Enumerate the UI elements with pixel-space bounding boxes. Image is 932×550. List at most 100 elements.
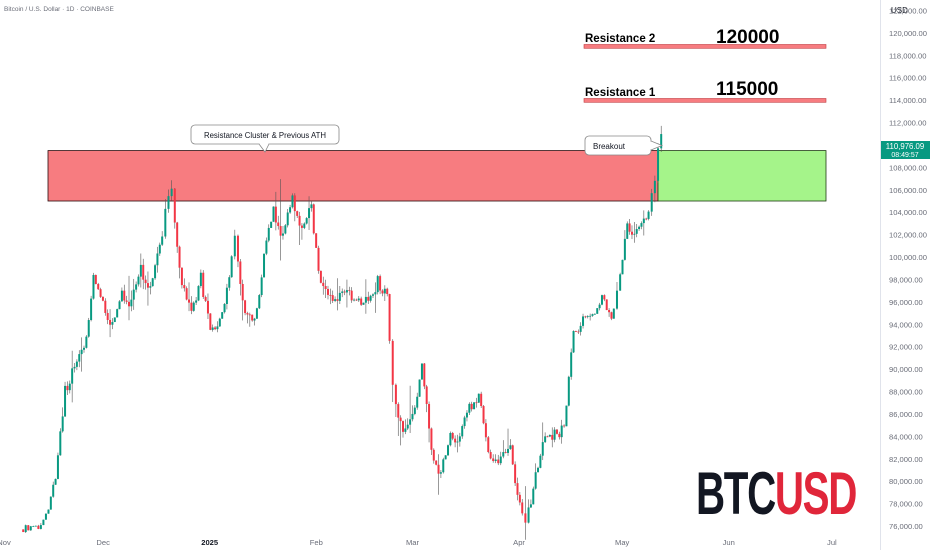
candle-body (572, 331, 575, 353)
candle-body (502, 452, 505, 457)
candle-body (167, 196, 170, 209)
cluster-callout[interactable]: Resistance Cluster & Previous ATH (190, 124, 340, 153)
candle (477, 393, 480, 404)
resistance-cluster-zone (47, 150, 659, 202)
candle-body (489, 452, 492, 459)
candle-body (650, 193, 653, 212)
candle-body (258, 295, 261, 309)
candle (298, 211, 301, 245)
x-tick-label: Feb (310, 538, 323, 547)
candle (596, 308, 599, 314)
candle-body (633, 233, 636, 235)
candle-body (173, 188, 176, 223)
candle-body (608, 310, 611, 313)
candle (66, 381, 69, 395)
candle-body (144, 279, 147, 284)
candle-body (591, 314, 594, 316)
candle (274, 191, 277, 231)
candle-body (253, 318, 256, 321)
candle (548, 434, 551, 438)
candle (399, 415, 402, 446)
candle (241, 279, 244, 321)
candle (603, 294, 606, 302)
candle-body (386, 288, 389, 295)
candle (158, 242, 161, 256)
candle (640, 221, 643, 230)
candle (265, 237, 268, 256)
candle (85, 335, 88, 349)
candle (195, 297, 198, 306)
candle-body (623, 238, 626, 260)
candle-body (118, 301, 121, 310)
candle-body (293, 195, 296, 212)
y-tick-label: 108,000.00 (889, 163, 927, 172)
candle-body (492, 458, 495, 462)
candle-body (399, 417, 402, 422)
candle-body (324, 286, 327, 290)
candle (456, 434, 459, 453)
candle (524, 486, 527, 540)
candle (263, 253, 266, 278)
candle-body (27, 525, 30, 531)
candle (376, 274, 379, 295)
price-axis[interactable]: USD 76,000.00 78,000.00 80,000.00 82,000.00… (880, 0, 928, 550)
target-zone (657, 150, 827, 202)
candle (308, 196, 311, 230)
candle-body (44, 513, 47, 520)
candle-body (47, 509, 50, 514)
candle-body (653, 180, 656, 194)
candle (284, 223, 287, 235)
candle (527, 499, 530, 524)
candle-body (539, 455, 542, 468)
candle-body (376, 276, 379, 293)
symbol-line: Bitcoin / U.S. Dollar · 1D · COINBASE (4, 6, 114, 13)
candle (334, 296, 337, 303)
candle-body (54, 478, 57, 485)
candle (336, 278, 339, 311)
candle-body (640, 223, 643, 227)
candle-body (92, 274, 95, 299)
candle-body (154, 265, 157, 279)
candle-body (223, 303, 226, 313)
y-tick-label: 90,000.00 (889, 365, 923, 374)
candle (113, 317, 116, 323)
candle-body (645, 218, 648, 220)
candle-body (451, 432, 454, 439)
candle (59, 428, 62, 456)
candle-body (228, 277, 231, 288)
candle (591, 313, 594, 317)
candle-body (195, 300, 198, 303)
candle (484, 419, 487, 442)
candle (149, 281, 152, 295)
time-axis[interactable]: Nov Dec 2025 Feb Mar Apr May Jun Jul (0, 538, 837, 547)
y-tick-label: 86,000.00 (889, 410, 923, 419)
candle-body (272, 206, 275, 222)
resistance-2-line (583, 44, 827, 49)
candle (563, 424, 566, 428)
candle-body (125, 300, 128, 302)
candle (374, 282, 377, 313)
candle (272, 206, 275, 222)
candle (317, 245, 320, 274)
candle (29, 525, 32, 531)
candle-body (470, 403, 473, 410)
candle (612, 308, 615, 319)
candle-body (132, 289, 135, 300)
candle (221, 311, 224, 319)
candle-body (621, 259, 624, 275)
candle-body (82, 347, 85, 350)
candle-body (343, 291, 346, 293)
candle-body (142, 264, 145, 280)
candle-body (300, 225, 303, 228)
breakout-callout[interactable]: Breakout (584, 135, 664, 156)
candle (608, 308, 611, 317)
candle (154, 263, 157, 280)
resistance-2-label: Resistance 2 (585, 33, 655, 45)
candle (449, 431, 452, 447)
candle (47, 509, 50, 514)
candle (454, 435, 457, 448)
candle-body (582, 316, 585, 326)
candle (135, 281, 138, 293)
candle-body (504, 452, 507, 453)
